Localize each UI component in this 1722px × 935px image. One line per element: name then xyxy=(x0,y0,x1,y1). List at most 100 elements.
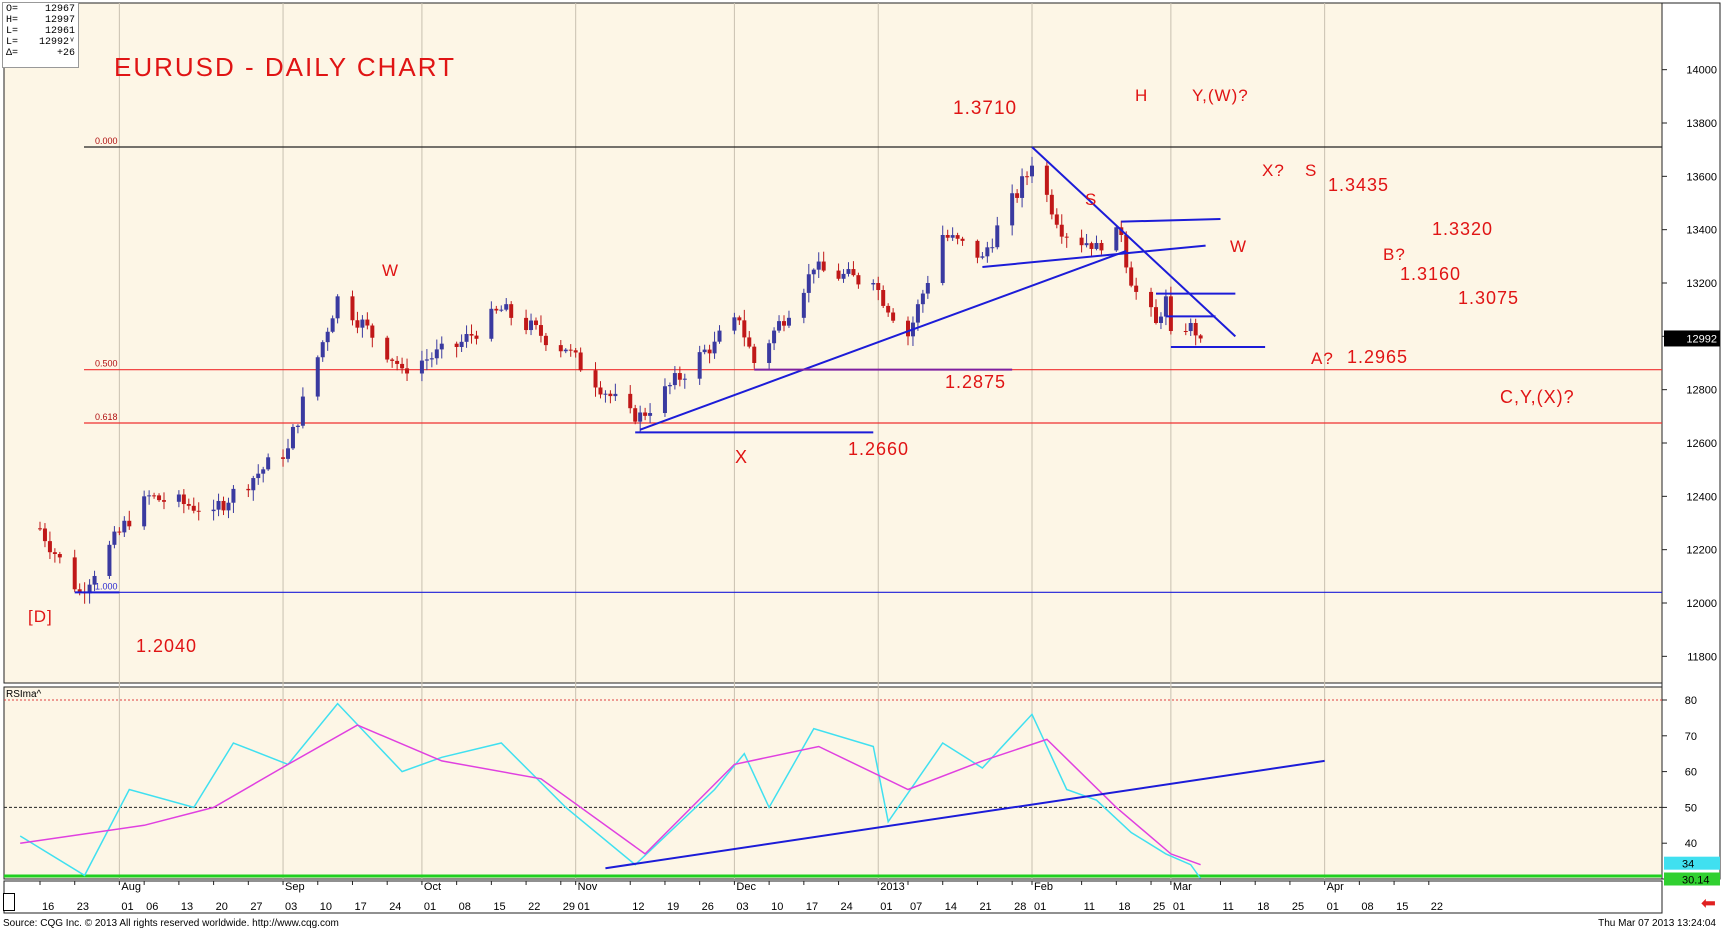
candle-body xyxy=(286,448,290,459)
month-label: Apr xyxy=(1327,881,1344,893)
candle-body xyxy=(732,317,737,331)
candle-body xyxy=(147,495,152,497)
candle-body xyxy=(464,334,469,342)
price-tick-label: 13600 xyxy=(1686,171,1717,183)
date-tick-label: 11 xyxy=(1084,901,1095,913)
candle-body xyxy=(950,235,955,238)
candle-body xyxy=(335,296,340,319)
candle-body xyxy=(38,528,42,530)
candle-body xyxy=(400,363,405,369)
candle-body xyxy=(568,349,573,351)
candle-body xyxy=(1030,165,1034,177)
candle-body xyxy=(92,575,97,585)
wave-annotation: Y,(W)? xyxy=(1192,86,1249,105)
date-tick-label: 14 xyxy=(945,901,957,913)
date-tick-label: 03 xyxy=(736,901,748,913)
candle-body xyxy=(821,261,826,271)
candle-body xyxy=(543,335,548,346)
wave-annotation: 1.2040 xyxy=(136,636,197,656)
price-tick-label: 12400 xyxy=(1686,491,1717,503)
ohlc-value: 12961 xyxy=(44,26,75,37)
candle-body xyxy=(841,273,846,279)
candle-body xyxy=(325,331,330,343)
rsi-ma-value: 34 xyxy=(1682,859,1694,871)
candle-body xyxy=(960,238,965,241)
candle-body xyxy=(1114,227,1119,251)
candle-body xyxy=(707,349,712,354)
candle-body xyxy=(558,345,563,352)
price-axis-panel xyxy=(1661,2,1721,880)
last-price-box xyxy=(1664,330,1720,347)
date-tick-label: 06 xyxy=(146,901,158,913)
candle-body xyxy=(142,496,147,527)
candle-body xyxy=(1198,335,1203,339)
candle-body xyxy=(886,305,891,313)
candle-body xyxy=(563,349,568,352)
candle-body xyxy=(538,325,543,336)
candle-body xyxy=(806,274,811,293)
ohlc-label: O= xyxy=(6,4,19,15)
candle-body xyxy=(995,225,1000,248)
candle-body xyxy=(915,304,920,323)
scroll-corner-box[interactable] xyxy=(3,893,15,911)
candle-body xyxy=(1059,224,1064,237)
candle-body xyxy=(221,500,226,511)
candle-body xyxy=(186,504,191,506)
candle-body xyxy=(87,584,92,594)
date-tick-label: 11 xyxy=(1222,901,1233,913)
candle-body xyxy=(573,350,578,353)
candle-body xyxy=(122,520,127,533)
candle-body xyxy=(613,393,618,397)
ohlc-readout: O= 12967 H= 12997 L= 12961 L= 12992ᵛ Δ= +26 xyxy=(2,2,79,68)
ohlc-row: O= 12967 xyxy=(6,4,75,15)
candle-body xyxy=(1183,331,1188,332)
month-label: Sep xyxy=(285,881,305,893)
candle-body xyxy=(494,308,499,311)
price-tick-label: 12000 xyxy=(1686,598,1717,610)
candle-body xyxy=(712,341,717,354)
candle-body xyxy=(57,553,62,558)
date-tick-label: 18 xyxy=(1257,901,1269,913)
price-tick-label: 14000 xyxy=(1686,65,1717,77)
date-tick-label: 01 xyxy=(578,901,590,913)
candle-body xyxy=(439,343,444,350)
candle-body xyxy=(920,293,925,305)
wave-annotation: B? xyxy=(1383,245,1406,264)
candle-body xyxy=(628,393,633,409)
level-line-label: 0.618 xyxy=(95,412,118,422)
candle-body xyxy=(1020,176,1025,198)
candle-body xyxy=(107,544,112,576)
candle-body xyxy=(1168,296,1173,331)
candle-body xyxy=(891,312,896,321)
candle-body xyxy=(211,509,216,512)
wave-annotation: [D] xyxy=(28,607,53,626)
ohlc-label: Δ= xyxy=(6,48,19,59)
candle-body xyxy=(1129,267,1134,286)
date-tick-label: 07 xyxy=(910,901,922,913)
candle-body xyxy=(846,269,851,274)
candle-body xyxy=(1163,296,1168,317)
candle-body xyxy=(786,317,791,326)
candle-body xyxy=(1079,237,1084,246)
candle-body xyxy=(474,335,479,339)
candle-body xyxy=(489,308,494,339)
candle-body xyxy=(330,318,335,332)
level-line-label: 1.000 xyxy=(95,581,118,591)
candle-body xyxy=(697,352,702,379)
date-tick-label: 25 xyxy=(1292,901,1304,913)
candle-body xyxy=(459,341,464,347)
scroll-left-arrow-icon[interactable]: ⬅ xyxy=(1700,893,1716,913)
month-label: Aug xyxy=(121,881,141,893)
month-label: Dec xyxy=(736,881,756,893)
candle-body xyxy=(1054,214,1059,225)
wave-annotation: X? xyxy=(1262,161,1285,180)
candle-body xyxy=(638,412,643,422)
month-label: Feb xyxy=(1034,881,1053,893)
candle-body xyxy=(52,552,57,554)
candle-body xyxy=(1134,285,1139,292)
wave-annotation: 1.3075 xyxy=(1458,288,1519,308)
candle-body xyxy=(216,500,221,510)
candle-body xyxy=(300,396,305,426)
date-tick-label: 01 xyxy=(880,901,892,913)
